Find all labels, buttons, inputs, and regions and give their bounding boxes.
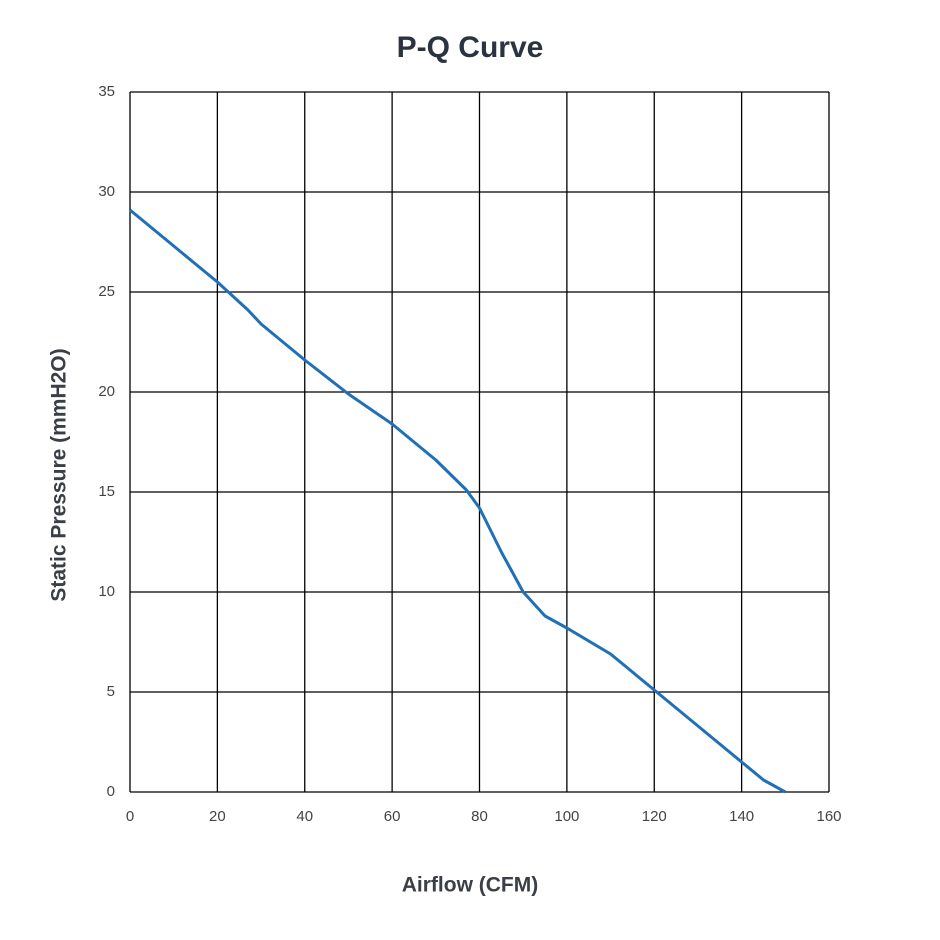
y-tick-label: 15: [98, 483, 115, 500]
x-tick-label: 0: [126, 808, 134, 825]
data-line: [129, 208, 787, 794]
x-tick-label: 120: [642, 808, 667, 825]
y-tick-label: 5: [107, 683, 115, 700]
y-tick-label: 10: [98, 583, 115, 600]
chart-title: P-Q Curve: [397, 31, 544, 64]
x-tick-label: 100: [554, 808, 579, 825]
x-tick-label: 40: [296, 808, 313, 825]
x-tick-label: 80: [471, 808, 488, 825]
y-tick-label: 0: [107, 783, 115, 800]
x-tick-label: 20: [209, 808, 226, 825]
x-axis-label: Airflow (CFM): [402, 874, 538, 897]
y-tick-label: 20: [98, 383, 115, 400]
x-tick-label: 140: [729, 808, 754, 825]
y-tick-label: 35: [98, 83, 115, 100]
x-tick-label: 160: [816, 808, 841, 825]
y-tick-label: 25: [98, 283, 115, 300]
y-tick-label: 30: [98, 183, 115, 200]
x-tick-label: 60: [384, 808, 401, 825]
y-axis-label: Static Pressure (mmH2O): [48, 348, 71, 601]
